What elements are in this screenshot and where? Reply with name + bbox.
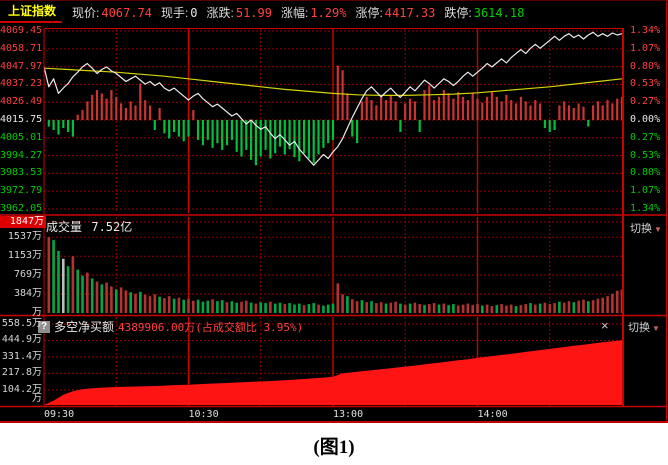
field-current-lots: 现手: 0 <box>160 5 198 20</box>
netbuy-area <box>44 340 622 405</box>
netbuy-panel-title: ? 多空净买额 4389906.00万(占成交额比 3.95%) <box>38 318 303 335</box>
netbuy-switch-button[interactable]: 切换 ▼ <box>628 322 660 334</box>
field-change-pct: 涨幅: 1.29% <box>280 5 347 20</box>
quote-header: 上证指数 现价: 4067.74 现手: 0 涨跌: 51.99 涨幅: 1.29% 涨… <box>0 1 666 23</box>
field-change: 涨跌: 51.99 <box>206 5 272 20</box>
volume-switch-button[interactable]: 切换 ▼ <box>630 223 662 235</box>
time-axis-label: 14:00 <box>477 409 508 420</box>
volume-amount: 7.52亿 <box>91 220 133 234</box>
close-icon[interactable]: × <box>601 318 609 333</box>
netbuy-value: 4389906.00万(占成交额比 3.95%) <box>118 320 304 334</box>
netbuy-title-label: 多空净买额 <box>54 320 115 334</box>
time-axis-label: 09:30 <box>44 409 75 420</box>
field-limit-up: 涨停: 4417.33 <box>355 5 436 20</box>
time-axis-label: 10:30 <box>188 409 219 420</box>
field-limit-down: 跌停: 3614.18 <box>444 5 525 20</box>
tab-shanghai-index[interactable]: 上证指数 <box>0 1 63 23</box>
stock-chart-window: 上证指数 现价: 4067.74 现手: 0 涨跌: 51.99 涨幅: 1.29% 涨… <box>0 0 668 423</box>
figure-caption: (图1) <box>313 437 355 458</box>
chevron-down-icon: ▼ <box>652 324 660 333</box>
time-axis-label: 13:00 <box>333 409 364 420</box>
chevron-down-icon: ▼ <box>654 225 662 234</box>
field-current-price: 现价: 4067.74 <box>72 5 152 20</box>
volume-panel-title: 成交量 7.52亿 <box>46 218 132 235</box>
volume-title-label: 成交量 <box>46 220 83 234</box>
chart-canvas[interactable] <box>0 1 668 422</box>
help-icon[interactable]: ? <box>38 320 50 333</box>
